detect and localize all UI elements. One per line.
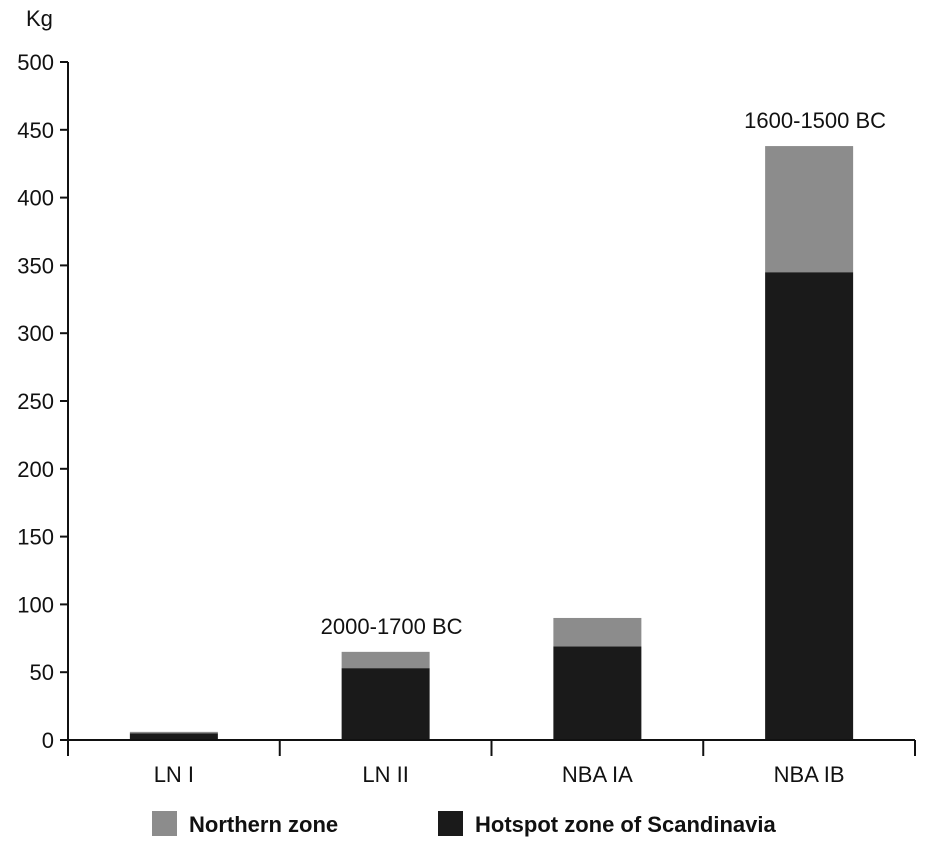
y-tick-label-400: 400 — [17, 186, 54, 211]
x-axis-ticks: LN I LN II NBA IA NBA IB — [67, 740, 916, 787]
y-axis-unit-label: Kg — [26, 6, 53, 31]
legend: Northern zone Hotspot zone of Scandinavia — [152, 811, 776, 837]
y-tick-label-0: 0 — [42, 728, 54, 753]
legend-swatch-hotspot-zone-of-scandinavia — [438, 811, 463, 836]
y-tick-label-500: 500 — [17, 50, 54, 75]
y-axis-ticks: 0 50 100 150 200 250 300 350 400 450 500 — [17, 50, 68, 753]
y-tick-label-250: 250 — [17, 389, 54, 414]
y-tick-label-450: 450 — [17, 118, 54, 143]
y-tick-label-300: 300 — [17, 321, 54, 346]
y-tick-label-50: 50 — [30, 660, 54, 685]
bars — [129, 146, 854, 740]
x-tick-label-nba-ib: NBA IB — [774, 762, 845, 787]
x-tick-label-ln-i: LN I — [154, 762, 194, 787]
bar-ln-ii-hotspot-zone-of-scandinavia — [341, 668, 430, 740]
y-tick-label-150: 150 — [17, 525, 54, 550]
bar-ln-i-hotspot-zone-of-scandinavia — [129, 733, 218, 740]
annotation-nba-ib: 1600-1500 BC — [744, 108, 886, 133]
annotation-ln-ii: 2000-1700 BC — [321, 614, 463, 639]
annotations: 2000-1700 BC 1600-1500 BC — [321, 108, 886, 639]
bar-nba-ib-northern-zone — [765, 146, 854, 273]
y-tick-label-200: 200 — [17, 457, 54, 482]
legend-label-hotspot-zone-of-scandinavia: Hotspot zone of Scandinavia — [475, 812, 776, 837]
bar-nba-ia-northern-zone — [553, 617, 642, 647]
bar-ln-i-northern-zone — [129, 731, 218, 734]
bar-nba-ia-hotspot-zone-of-scandinavia — [553, 646, 642, 740]
x-tick-label-ln-ii: LN II — [362, 762, 408, 787]
bar-nba-ib-hotspot-zone-of-scandinavia — [765, 272, 854, 740]
x-tick-label-nba-ia: NBA IA — [562, 762, 633, 787]
y-tick-label-100: 100 — [17, 592, 54, 617]
y-tick-label-350: 350 — [17, 253, 54, 278]
legend-swatch-northern-zone — [152, 811, 177, 836]
bar-ln-ii-northern-zone — [341, 651, 430, 669]
legend-label-northern-zone: Northern zone — [189, 812, 338, 837]
